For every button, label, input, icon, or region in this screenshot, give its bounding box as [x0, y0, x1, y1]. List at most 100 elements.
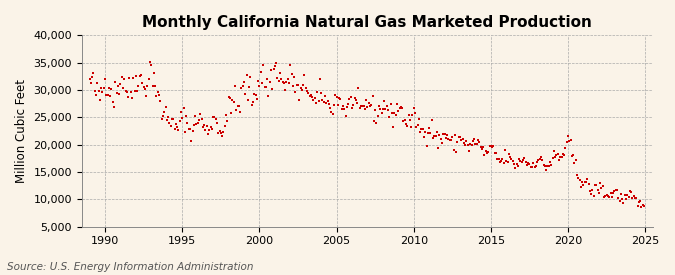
Point	[122, 90, 132, 94]
Point	[105, 94, 115, 98]
Point	[416, 127, 427, 131]
Point	[167, 116, 178, 121]
Point	[384, 115, 395, 119]
Point	[627, 196, 638, 200]
Point	[537, 158, 547, 163]
Point	[510, 166, 520, 170]
Point	[295, 86, 306, 90]
Point	[585, 189, 595, 193]
Point	[195, 111, 206, 116]
Point	[538, 163, 549, 167]
Point	[335, 97, 346, 101]
Point	[539, 164, 550, 168]
Point	[609, 189, 620, 194]
Point	[451, 150, 462, 154]
Point	[525, 165, 536, 170]
Point	[414, 130, 425, 134]
Point	[559, 153, 570, 157]
Point	[456, 138, 466, 143]
Point	[344, 97, 355, 101]
Point	[501, 159, 512, 164]
Point	[238, 80, 249, 84]
Point	[276, 76, 287, 81]
Point	[460, 143, 470, 148]
Point	[132, 89, 142, 94]
Point	[583, 182, 594, 186]
Point	[497, 156, 508, 161]
Point	[385, 101, 396, 106]
Point	[447, 135, 458, 139]
Point	[271, 60, 281, 65]
Point	[393, 109, 404, 114]
Point	[159, 110, 169, 114]
Point	[360, 107, 371, 111]
Point	[117, 86, 128, 90]
Point	[188, 123, 199, 127]
Point	[223, 95, 234, 99]
Point	[241, 73, 252, 77]
Point	[508, 159, 518, 163]
Point	[150, 84, 161, 88]
Point	[377, 107, 388, 111]
Point	[278, 81, 289, 85]
Point	[489, 151, 500, 155]
Point	[144, 59, 155, 64]
Point	[164, 121, 175, 125]
Point	[500, 148, 510, 153]
Point	[586, 191, 597, 196]
Point	[219, 124, 230, 129]
Point	[465, 141, 476, 146]
Point	[286, 72, 297, 76]
Point	[400, 118, 410, 123]
Point	[263, 94, 274, 99]
Point	[616, 192, 626, 196]
Point	[433, 145, 443, 150]
Point	[246, 103, 257, 107]
Point	[366, 103, 377, 107]
Point	[379, 98, 389, 103]
Point	[168, 117, 179, 121]
Point	[305, 93, 316, 98]
Point	[632, 204, 643, 208]
Point	[375, 107, 385, 111]
Point	[535, 157, 545, 161]
Point	[387, 125, 398, 129]
Point	[610, 188, 621, 192]
Point	[551, 153, 562, 157]
Point	[444, 137, 455, 142]
Point	[265, 67, 276, 72]
Point	[371, 121, 382, 125]
Point	[556, 155, 567, 159]
Point	[502, 160, 513, 164]
Point	[191, 121, 202, 126]
Point	[127, 95, 138, 100]
Point	[471, 141, 482, 146]
Point	[356, 104, 367, 108]
Point	[176, 109, 186, 114]
Point	[608, 191, 618, 195]
Point	[110, 80, 121, 84]
Point	[323, 102, 334, 106]
Point	[227, 98, 238, 102]
Point	[637, 202, 648, 207]
Point	[141, 94, 152, 99]
Point	[153, 90, 163, 95]
Point	[492, 157, 503, 161]
Point	[455, 135, 466, 139]
Point	[483, 150, 493, 155]
Point	[200, 127, 211, 132]
Point	[589, 194, 599, 198]
Point	[509, 162, 520, 166]
Point	[590, 182, 601, 187]
Point	[472, 138, 483, 142]
Point	[587, 188, 598, 192]
Point	[574, 177, 585, 182]
Point	[591, 183, 601, 188]
Point	[549, 149, 560, 153]
Point	[218, 130, 229, 134]
Point	[129, 88, 140, 93]
Point	[114, 92, 125, 96]
Point	[462, 143, 473, 148]
Point	[177, 116, 188, 120]
Point	[623, 195, 634, 199]
